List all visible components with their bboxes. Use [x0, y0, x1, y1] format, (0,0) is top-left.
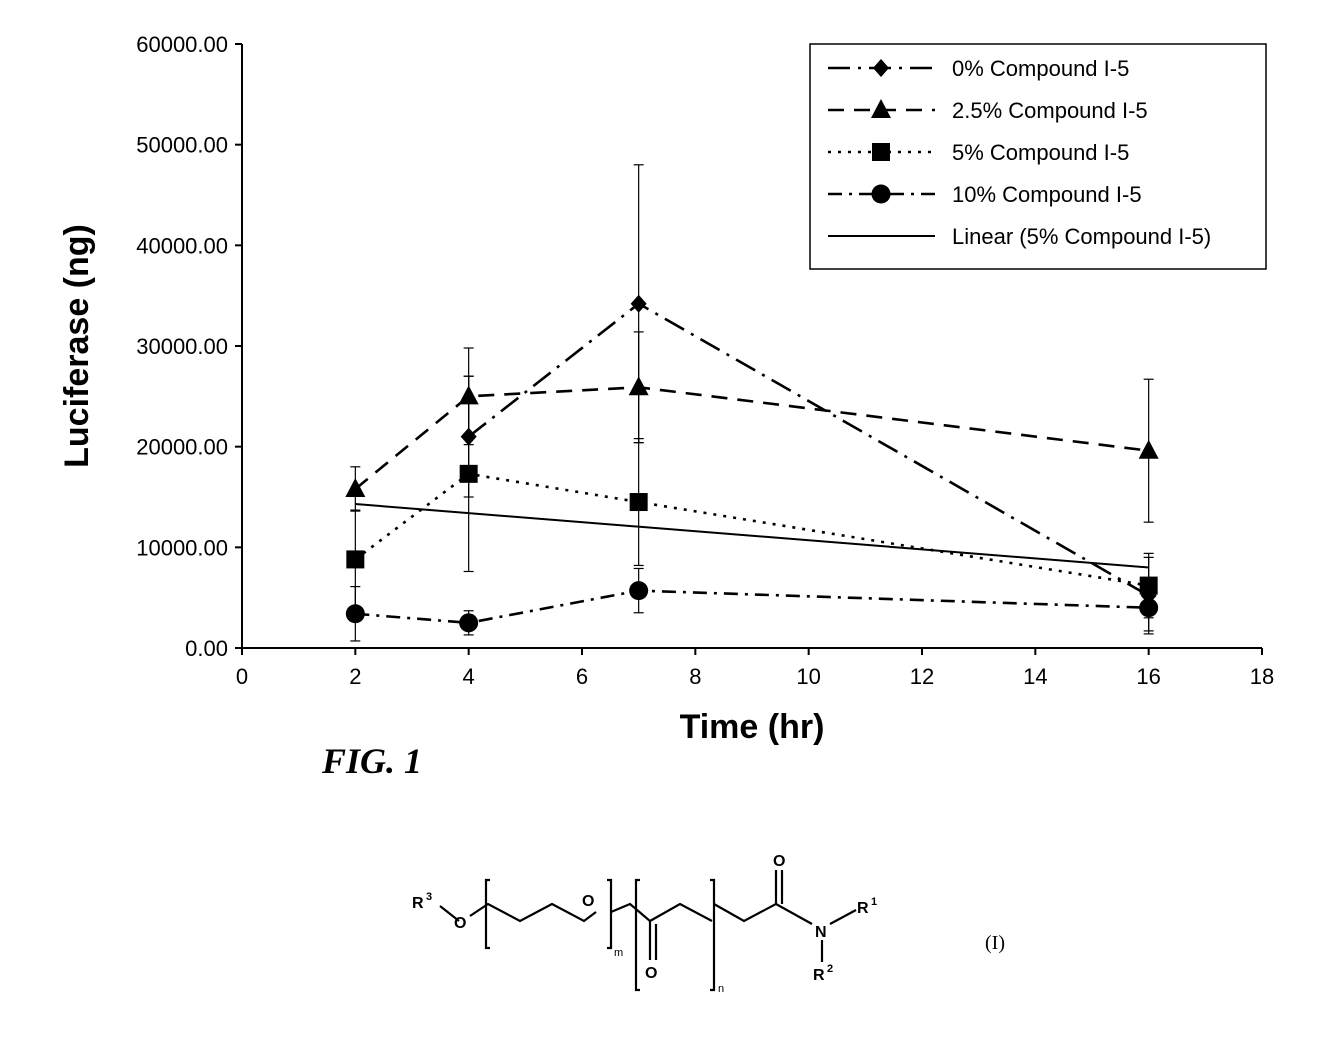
atom-oxygen-2: O	[582, 893, 594, 910]
bond	[830, 910, 856, 924]
bracket-n-left	[636, 880, 640, 990]
bracket-n-right	[710, 880, 714, 990]
atom-r1: R	[857, 900, 869, 917]
atom-r3: R	[412, 895, 424, 912]
series-line	[355, 474, 1148, 586]
marker-diamond	[631, 295, 647, 313]
y-ticks: 0.00 10000.00 20000.00 30000.00 40000.00 5000…	[136, 32, 242, 661]
y-tick-label: 60000.00	[136, 32, 228, 57]
marker-square	[872, 143, 890, 161]
marker-circle	[459, 613, 478, 632]
marker-triangle	[345, 478, 365, 497]
x-tick-label: 0	[236, 664, 248, 689]
y-tick-label: 20000.00	[136, 435, 228, 460]
legend-label: 5% Compound I-5	[952, 140, 1129, 165]
x-tick-label: 8	[689, 664, 701, 689]
marker-circle	[1139, 598, 1158, 617]
atom-oxygen-4: O	[773, 853, 785, 870]
atom-r3-superscript: 3	[426, 891, 432, 903]
x-axis-title: Time (hr)	[680, 708, 825, 746]
marker-square	[630, 493, 648, 511]
atom-r2: R	[813, 967, 825, 984]
x-ticks: 0 2 4 6 8 10 12 14 16 18	[236, 648, 1274, 689]
atom-nitrogen: N	[815, 924, 827, 941]
x-tick-label: 14	[1023, 664, 1047, 689]
marker-circle	[872, 185, 891, 204]
marker-square	[1140, 577, 1158, 595]
y-tick-label: 40000.00	[136, 233, 228, 258]
x-tick-label: 4	[463, 664, 475, 689]
subscript-n: n	[718, 983, 724, 995]
marker-square	[460, 465, 478, 483]
x-tick-label: 16	[1136, 664, 1160, 689]
legend-label: 10% Compound I-5	[952, 182, 1142, 207]
bond	[650, 904, 712, 921]
atom-r1-superscript: 1	[871, 896, 877, 908]
series-line	[469, 304, 1149, 596]
marker-diamond	[461, 428, 477, 446]
atom-oxygen-1: O	[454, 915, 466, 932]
x-tick-label: 2	[349, 664, 361, 689]
bond	[776, 904, 812, 924]
legend-label: 0% Compound I-5	[952, 56, 1129, 81]
marker-triangle	[1139, 440, 1159, 459]
x-tick-label: 12	[910, 664, 934, 689]
marker-circle	[346, 604, 365, 623]
marker-square	[346, 550, 364, 568]
marker-circle	[629, 581, 648, 600]
subscript-m: m	[614, 947, 623, 959]
data-markers	[345, 295, 1158, 633]
legend: 0% Compound I-5 2.5% Compound I-5 5% Compo…	[810, 44, 1266, 269]
atom-oxygen-3: O	[645, 965, 657, 982]
y-tick-label: 10000.00	[136, 535, 228, 560]
bracket-m-left	[486, 880, 490, 948]
x-tick-label: 6	[576, 664, 588, 689]
legend-label: Linear (5% Compound I-5)	[952, 224, 1211, 249]
x-tick-label: 10	[796, 664, 820, 689]
legend-label: 2.5% Compound I-5	[952, 98, 1148, 123]
bond	[714, 870, 776, 921]
atom-r2-superscript: 2	[827, 963, 833, 975]
structure-label: (I)	[985, 932, 1005, 955]
x-tick-label: 18	[1250, 664, 1274, 689]
y-tick-label: 50000.00	[136, 133, 228, 158]
y-tick-label: 0.00	[185, 636, 228, 661]
figure-caption: FIG. 1	[322, 740, 422, 782]
marker-triangle	[629, 376, 649, 395]
linear-trendline	[355, 504, 1148, 567]
y-axis-title: Luciferase (ng)	[58, 224, 96, 468]
y-tick-label: 30000.00	[136, 334, 228, 359]
peg-chain-bonds	[470, 904, 596, 921]
structure-atom-labels: R 3 O O m O n O N R 1 R 2	[412, 853, 877, 995]
trendline	[355, 504, 1148, 567]
bracket-m-right	[607, 880, 611, 948]
marker-triangle	[459, 385, 479, 404]
series-lines	[355, 304, 1148, 623]
